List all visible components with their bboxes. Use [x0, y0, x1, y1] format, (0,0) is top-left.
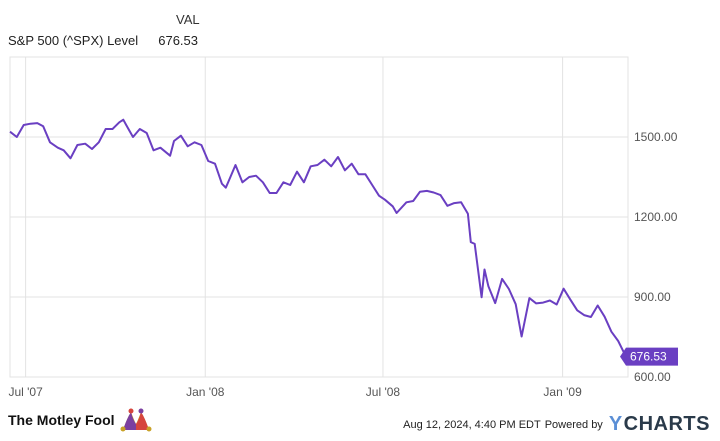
- y-axis: 600.00 900.00 1200.00 1500.00: [634, 130, 678, 384]
- end-value-label: 676.53: [630, 350, 667, 364]
- legend-series-value: 676.53: [158, 33, 198, 48]
- powered-by-label: Powered by: [544, 418, 603, 431]
- motley-fool-brand: The Motley Fool: [8, 404, 153, 436]
- timestamp: Aug 12, 2024, 4:40 PM EDT: [403, 418, 541, 431]
- end-value-badge: [620, 347, 678, 366]
- brand-name: The Motley Fool: [8, 412, 115, 428]
- ycharts-logo-text: CHARTS: [623, 413, 710, 435]
- grid-lines: [9, 56, 629, 378]
- legend-series-name: S&P 500 (^SPX) Level: [8, 33, 139, 48]
- x-axis: Jul '07 Jan '08 Jul '08 Jan '09: [8, 385, 582, 399]
- series-line: [9, 118, 629, 358]
- jester-hat-icon: [120, 408, 152, 432]
- x-tick-label: Jul '08: [366, 385, 401, 399]
- ycharts-logo: Y CHARTS: [609, 413, 710, 436]
- x-tick-label: Jan '08: [186, 385, 225, 399]
- legend-header: VAL: [176, 12, 200, 27]
- y-tick-label: 600.00: [634, 370, 671, 384]
- x-tick-label: Jan '09: [543, 385, 582, 399]
- end-value-marker: 676.53: [620, 347, 678, 366]
- y-tick-label: 1500.00: [634, 130, 678, 144]
- x-tick-label: Jul '07: [8, 385, 43, 399]
- ycharts-logo-y: Y: [608, 413, 623, 435]
- y-tick-label: 1200.00: [634, 210, 678, 224]
- footer-attribution: Aug 12, 2024, 4:40 PM EDT Powered by Y C…: [403, 413, 710, 436]
- y-tick-label: 900.00: [634, 290, 671, 304]
